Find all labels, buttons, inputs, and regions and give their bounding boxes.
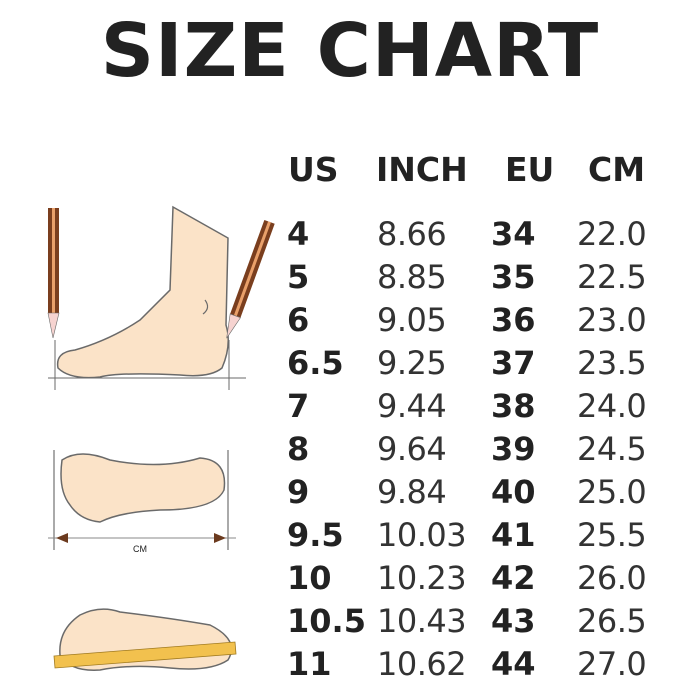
cell-us: 9.5 xyxy=(287,516,344,554)
side-foot-illustration xyxy=(48,205,246,390)
cell-us: 10 xyxy=(287,559,332,597)
cell-inch: 10.43 xyxy=(377,602,467,640)
cell-inch: 10.03 xyxy=(377,516,467,554)
cell-cm: 24.5 xyxy=(577,430,647,468)
top-foot-illustration: CM xyxy=(48,450,236,554)
cell-inch: 9.25 xyxy=(377,344,447,382)
pencil-left-icon xyxy=(47,208,60,339)
cell-inch: 10.62 xyxy=(377,645,467,683)
cell-inch: 9.84 xyxy=(377,473,447,511)
cell-us: 10.5 xyxy=(287,602,366,640)
cell-cm: 25.5 xyxy=(577,516,647,554)
header-eu: EU xyxy=(505,150,555,189)
cell-eu: 34 xyxy=(491,215,536,253)
cell-cm: 26.0 xyxy=(577,559,647,597)
measure-label: CM xyxy=(133,544,147,554)
cell-inch: 10.23 xyxy=(377,559,467,597)
cell-us: 4 xyxy=(287,215,310,253)
cell-us: 9 xyxy=(287,473,310,511)
cell-eu: 41 xyxy=(491,516,536,554)
cell-eu: 42 xyxy=(491,559,536,597)
page-title: SIZE CHART xyxy=(100,8,600,94)
cell-inch: 8.85 xyxy=(377,258,447,296)
cell-cm: 22.5 xyxy=(577,258,647,296)
cell-us: 6.5 xyxy=(287,344,344,382)
cell-cm: 23.5 xyxy=(577,344,647,382)
cell-eu: 36 xyxy=(491,301,536,339)
header-us: US xyxy=(288,150,339,189)
pencil-right-icon xyxy=(226,219,275,339)
header-inch: INCH xyxy=(376,150,468,189)
cell-us: 5 xyxy=(287,258,310,296)
cell-us: 7 xyxy=(287,387,310,425)
foot-measure-illustration: CM xyxy=(47,205,275,671)
cell-us: 11 xyxy=(287,645,332,683)
cell-eu: 43 xyxy=(491,602,536,640)
cell-us: 6 xyxy=(287,301,310,339)
cell-inch: 9.44 xyxy=(377,387,447,425)
column-cm: 22.0 22.5 23.0 23.5 24.0 24.5 25.0 25.5 26.0 26.5… xyxy=(577,213,647,686)
column-inch: 8.66 8.85 9.05 9.25 9.44 9.64 9.84 10.03 10.23 10… xyxy=(377,213,467,686)
cell-eu: 40 xyxy=(491,473,536,511)
cell-cm: 22.0 xyxy=(577,215,647,253)
column-us: 4 5 6 6.5 7 8 9 9.5 10 10.5 11 xyxy=(287,213,366,686)
cell-inch: 8.66 xyxy=(377,215,447,253)
cell-us: 8 xyxy=(287,430,310,468)
header-cm: CM xyxy=(588,150,646,189)
cell-eu: 38 xyxy=(491,387,536,425)
cell-inch: 9.05 xyxy=(377,301,447,339)
cell-eu: 37 xyxy=(491,344,536,382)
ruler-icon xyxy=(53,641,237,669)
ruler-foot-illustration xyxy=(53,608,237,671)
cell-eu: 39 xyxy=(491,430,536,468)
cell-cm: 25.0 xyxy=(577,473,647,511)
cell-cm: 24.0 xyxy=(577,387,647,425)
cell-inch: 9.64 xyxy=(377,430,447,468)
column-eu: 34 35 36 37 38 39 40 41 42 43 44 xyxy=(491,213,536,686)
cell-cm: 23.0 xyxy=(577,301,647,339)
cell-eu: 44 xyxy=(491,645,536,683)
cell-eu: 35 xyxy=(491,258,536,296)
cell-cm: 26.5 xyxy=(577,602,647,640)
cell-cm: 27.0 xyxy=(577,645,647,683)
